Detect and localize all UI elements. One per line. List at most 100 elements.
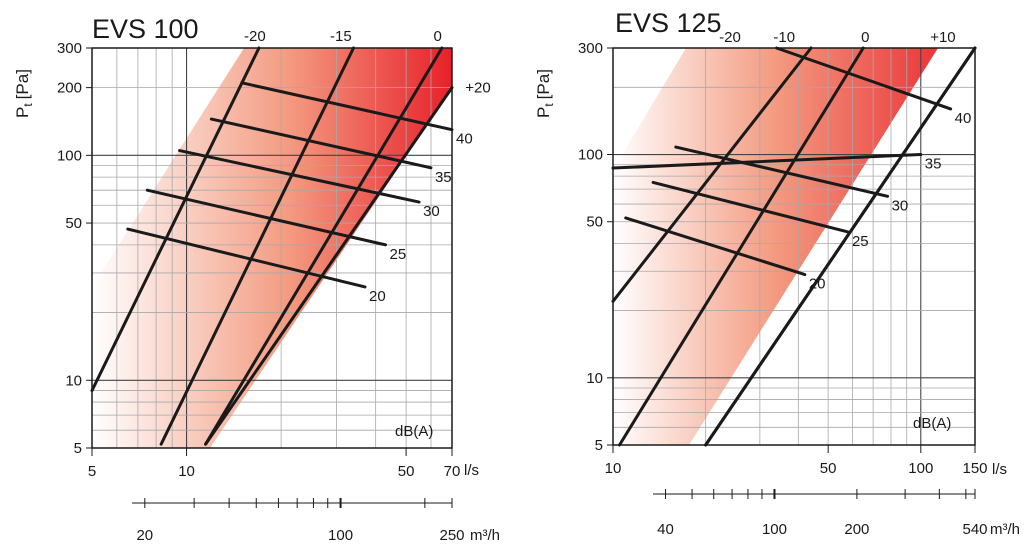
- damper-labels-evs125: -20 -10 0 +10: [719, 29, 955, 46]
- x-tick-labels-evs125: 10 50 100 150: [605, 445, 988, 477]
- damper-line: [204, 46, 444, 446]
- y-tick-label: 100: [57, 147, 82, 164]
- sound-line: [209, 117, 433, 170]
- x-tick-label: 5: [88, 463, 96, 480]
- damper-label: +20: [465, 80, 490, 97]
- damper-label: -20: [244, 28, 266, 45]
- sound-line: [775, 46, 953, 111]
- secondary-tick-label: 20: [136, 527, 153, 544]
- y-tick-label: 5: [595, 437, 603, 454]
- sound-line: [624, 216, 807, 277]
- x-tick-labels-evs100: 5 10 50 70: [88, 448, 461, 480]
- x-tick-label: 70: [444, 463, 461, 480]
- annotation-dba-evs100: dB(A): [395, 423, 433, 440]
- y-axis-label-sub: t: [542, 103, 556, 107]
- sound-labels-evs100: 20 25 30 35 40: [369, 131, 473, 305]
- x-tick-label: 10: [605, 460, 622, 477]
- y-axis-label-p: P: [13, 107, 32, 118]
- y-tick-label: 10: [65, 372, 82, 389]
- sound-line: [145, 188, 388, 247]
- sound-label: 20: [809, 276, 826, 293]
- svg-text:Pt[Pa]: Pt [Pa]: [13, 69, 35, 118]
- sound-label: 25: [852, 233, 869, 250]
- svg-text:Pt[Pa]: Pt [Pa]: [534, 69, 556, 118]
- y-tick-labels-evs100: 5 10 50 100 200 300: [57, 40, 92, 457]
- x2-unit-evs125: m³/h: [990, 521, 1020, 538]
- secondary-tick-label: 40: [657, 521, 674, 538]
- y-tick-label: 300: [578, 40, 603, 57]
- operating-range-evs125: [613, 48, 938, 445]
- sound-lines-evs125: [611, 46, 953, 277]
- damper-label: 0: [861, 29, 869, 46]
- y-tick-label: 200: [57, 80, 82, 97]
- damper-label: 0: [433, 28, 441, 45]
- x2-unit-evs100: m³/h: [470, 527, 500, 544]
- sound-label: 20: [369, 288, 386, 305]
- secondary-tick-label: 250: [439, 527, 464, 544]
- sound-line: [240, 81, 454, 132]
- y-axis-label-evs125: Pt [Pa]: [534, 69, 556, 118]
- damper-line: [90, 46, 261, 393]
- sound-label: 40: [456, 131, 473, 148]
- y-axis-label-p: P: [534, 107, 553, 118]
- x-unit-evs100: l/s: [464, 462, 479, 479]
- damper-labels-evs100: -20 -15 0 +20: [244, 28, 491, 97]
- sound-line: [651, 180, 850, 234]
- x-tick-label: 50: [398, 463, 415, 480]
- y-tick-label: 5: [74, 440, 82, 457]
- sound-line: [611, 153, 923, 170]
- secondary-tick-label: 100: [762, 521, 787, 538]
- damper-label: -20: [719, 29, 741, 46]
- secondary-axis-evs125: 40 100 200 540: [653, 489, 988, 538]
- y-tick-label: 10: [586, 370, 603, 387]
- chart-title-evs100: EVS 100: [92, 14, 199, 44]
- x-unit-evs125: l/s: [992, 461, 1007, 478]
- y-axis-label-unit: [Pa]: [534, 69, 553, 99]
- secondary-tick-label: 200: [844, 521, 869, 538]
- damper-label: +10: [930, 29, 955, 46]
- sound-label: 25: [390, 246, 407, 263]
- damper-line: [704, 46, 977, 447]
- x-tick-label: 10: [178, 463, 195, 480]
- y-tick-label: 300: [57, 40, 82, 57]
- damper-label: -10: [773, 29, 795, 46]
- annotation-dba-evs125: dB(A): [913, 415, 951, 432]
- sound-label: 30: [892, 197, 909, 214]
- damper-line: [618, 46, 865, 447]
- secondary-axis-evs100: 20 100 250: [132, 498, 465, 544]
- sound-label: 35: [435, 169, 452, 186]
- sound-label: 40: [955, 110, 972, 127]
- plot-frame-evs125: [612, 47, 976, 446]
- x-tick-label: 50: [820, 460, 837, 477]
- y-tick-label: 50: [586, 214, 603, 231]
- y-tick-label: 50: [65, 215, 82, 232]
- sound-lines-evs100: [126, 81, 454, 289]
- y-axis-label-evs100: Pt [Pa]: [13, 69, 35, 118]
- sound-label: 30: [423, 203, 440, 220]
- damper-line: [204, 86, 454, 446]
- sound-labels-evs125: 20 25 30 35 40: [809, 110, 971, 293]
- damper-line: [611, 46, 813, 303]
- sound-label: 35: [925, 156, 942, 173]
- damper-label: -15: [330, 28, 352, 45]
- operating-range-evs100: [92, 48, 452, 448]
- secondary-tick-label: 100: [328, 527, 353, 544]
- y-axis-label-unit: [Pa]: [13, 69, 32, 99]
- grid-evs100: [92, 48, 452, 448]
- chart-title-evs125: EVS 125: [615, 8, 722, 38]
- y-tick-label: 100: [578, 147, 603, 164]
- y-tick-labels-evs125: 5 10 50 100 300: [578, 40, 613, 454]
- damper-lines-evs125: [611, 46, 977, 447]
- damper-lines-evs100: [90, 46, 454, 446]
- sound-line: [178, 149, 421, 204]
- x-tick-label: 150: [962, 460, 987, 477]
- damper-line: [159, 46, 355, 446]
- sound-line: [674, 145, 890, 198]
- sound-line: [126, 227, 367, 289]
- secondary-tick-label: 540: [962, 521, 987, 538]
- y-axis-label-sub: t: [21, 103, 35, 107]
- plot-frame-evs100: [91, 47, 453, 449]
